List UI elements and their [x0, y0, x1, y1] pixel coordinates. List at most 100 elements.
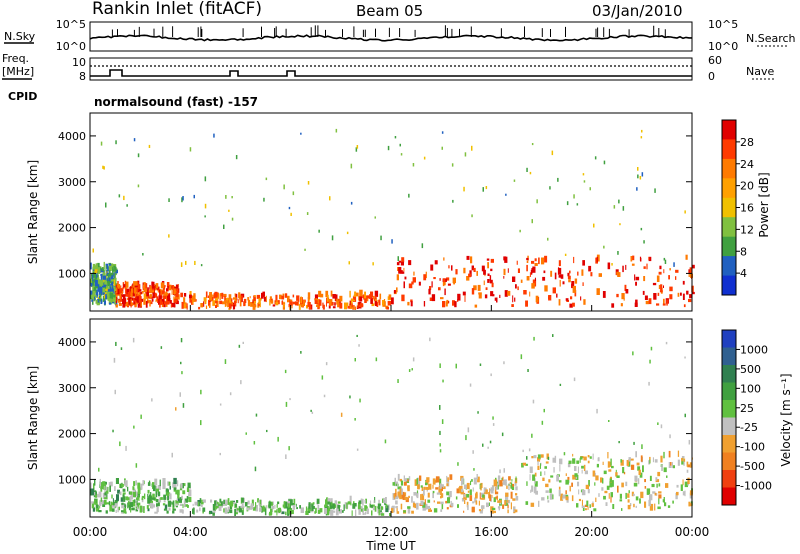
- heatmap-cell-1: [125, 281, 129, 288]
- heatmap-cell-0: [100, 269, 104, 273]
- heatmap-cell-2: [394, 492, 397, 497]
- heatmap-cell-2: [391, 508, 394, 513]
- heatmap-cell-2: [437, 501, 441, 504]
- heatmap-cell-0: [96, 273, 98, 279]
- heatmap-cell-2: [375, 295, 377, 299]
- heatmap-cell-1: [229, 504, 233, 510]
- heatmap-cell-sparse: [224, 359, 227, 364]
- heatmap-cell-1: [133, 281, 137, 288]
- heatmap-cell-sparse: [304, 248, 306, 251]
- colorbar-swatch: [722, 470, 736, 488]
- heatmap-cell-0: [99, 293, 101, 298]
- heatmap-cell-sparse: [354, 358, 356, 362]
- heatmap-cell-0: [102, 287, 105, 293]
- heatmap-cell-sparse: [412, 357, 415, 362]
- heatmap-cell-1: [123, 294, 126, 299]
- heatmap-cell-3: [604, 490, 608, 494]
- heatmap-cell-3: [627, 493, 630, 498]
- heatmap-cell-2: [439, 486, 443, 492]
- heatmap-cell-3: [531, 260, 535, 264]
- heatmap-cell-0: [116, 494, 119, 501]
- colorbar-swatch: [722, 365, 736, 383]
- heatmap-cell-sparse: [505, 193, 507, 196]
- heatmap-cell-sparse: [137, 184, 140, 188]
- heatmap-cell-2: [511, 483, 514, 487]
- heatmap-cell-3: [596, 256, 598, 263]
- heatmap-cell-sparse: [133, 425, 135, 429]
- heatmap-cell-sparse: [529, 171, 532, 175]
- colorbar-swatch: [722, 275, 736, 296]
- heatmap-cell-2: [234, 300, 237, 307]
- heatmap-cell-3: [391, 297, 394, 305]
- heatmap-cell-sparse: [235, 155, 238, 160]
- heatmap-cell-3: [404, 276, 407, 280]
- heatmap-cell-sparse: [663, 257, 666, 261]
- heatmap-cell-1: [243, 506, 245, 509]
- heatmap-cell-sparse: [439, 405, 441, 410]
- heatmap-cell-1: [300, 507, 304, 513]
- heatmap-cell-3: [597, 457, 600, 462]
- heatmap-cell-3: [651, 484, 655, 488]
- heatmap-cell-1: [151, 281, 155, 289]
- heatmap-cell-0: [92, 285, 94, 291]
- heatmap-cell-2: [239, 294, 241, 301]
- heatmap-cell-1: [272, 505, 275, 510]
- heatmap-cell-0: [135, 508, 139, 512]
- heatmap-cell-2: [352, 305, 355, 310]
- heatmap-cell-1: [136, 296, 140, 303]
- heatmap-cell-sparse: [194, 260, 196, 265]
- heatmap-cell-2: [440, 493, 444, 498]
- heatmap-cell-0: [118, 506, 120, 511]
- heatmap-cell-1: [288, 510, 292, 514]
- heatmap-cell-1: [199, 507, 201, 512]
- heatmap-cell-1: [370, 500, 372, 504]
- heatmap-cell-3: [637, 478, 640, 485]
- heatmap-cell-1: [227, 506, 230, 513]
- heatmap-cell-2: [375, 299, 377, 302]
- heatmap-cell-3: [595, 475, 599, 481]
- heatmap-cell-3: [553, 467, 555, 473]
- heatmap-cell-3: [562, 497, 564, 500]
- heatmap-cell-1: [133, 301, 135, 304]
- heatmap-cell-2: [228, 308, 231, 310]
- heatmap-cell-0: [99, 478, 101, 485]
- heatmap-cell-0: [135, 480, 137, 486]
- heatmap-cell-0: [90, 290, 93, 295]
- heatmap-cell-1: [148, 300, 152, 303]
- heatmap-cell-0: [109, 292, 112, 299]
- heatmap-cell-sparse: [673, 262, 675, 267]
- heatmap-cell-3: [521, 462, 524, 468]
- heatmap-cell-sparse: [399, 143, 401, 147]
- heatmap-cell-0: [175, 482, 177, 490]
- heatmap-cell-0: [173, 477, 177, 484]
- heatmap-cell-2: [400, 480, 404, 486]
- heatmap-cell-3: [621, 482, 624, 488]
- heatmap-cell-2: [205, 305, 208, 309]
- heatmap-cell-3: [525, 300, 528, 307]
- heatmap-cell-sparse: [394, 136, 397, 139]
- heatmap-cell-sparse: [181, 371, 183, 375]
- heatmap-cell-2: [414, 503, 417, 509]
- heatmap-cell-0: [122, 488, 126, 492]
- heatmap-cell-0: [122, 494, 125, 500]
- heatmap-cell-2: [479, 509, 483, 514]
- heatmap-cell-0: [132, 499, 136, 507]
- heatmap-cell-2: [478, 500, 480, 506]
- heatmap-cell-2: [425, 482, 428, 486]
- heatmap-cell-0: [177, 494, 180, 499]
- heatmap-cell-2: [219, 300, 223, 305]
- noise-panel-frame: [89, 21, 693, 52]
- heatmap-cell-0: [144, 493, 146, 500]
- heatmap-cell-1: [383, 497, 385, 503]
- heatmap-cell-0: [177, 480, 179, 487]
- heatmap-cell-sparse: [519, 229, 521, 233]
- heatmap-cell-3: [544, 466, 547, 469]
- heatmap-cell-sparse: [200, 420, 202, 426]
- time-x-axis: 00:00 04:00 08:00 12:00 16:00 20:00 00:00: [73, 305, 709, 539]
- heatmap-cell-0: [102, 275, 107, 280]
- heatmap-cell-2: [243, 301, 246, 307]
- heatmap-cell-1: [296, 507, 298, 510]
- heatmap-cell-0: [104, 278, 107, 285]
- heatmap-cell-2: [446, 479, 450, 487]
